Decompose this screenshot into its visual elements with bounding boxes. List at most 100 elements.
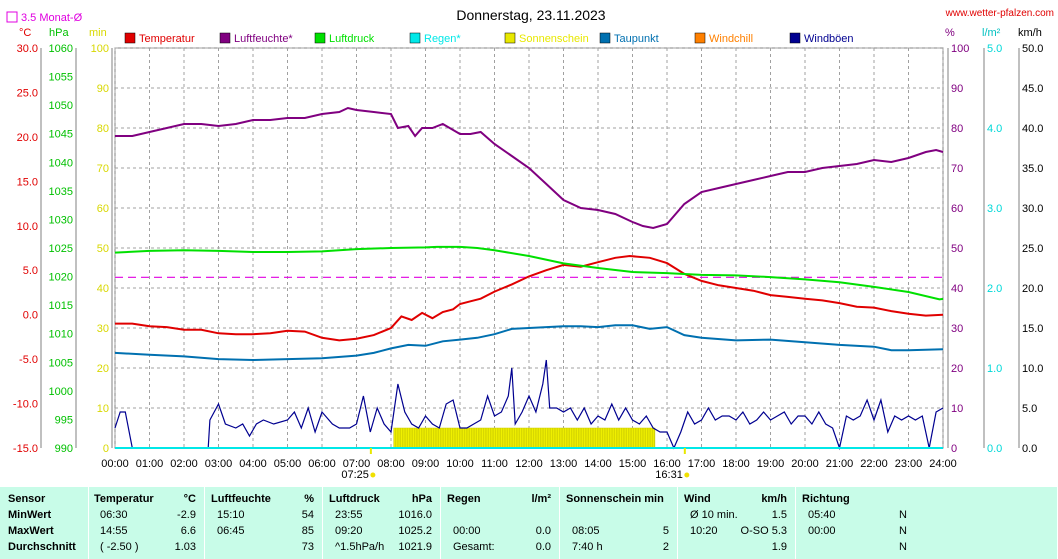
tick-label-sunshine: 60 [97, 203, 109, 215]
series-line-temperatur [115, 254, 944, 342]
tick-label-wind: 20.0 [1022, 283, 1043, 295]
legend-swatch [409, 32, 421, 44]
stats-row-label: Sensor [8, 493, 46, 505]
stats-value: 73 [301, 541, 314, 553]
grid [114, 47, 944, 449]
stats-time: 00:00 [808, 525, 836, 537]
tick-label-rain: 3.0 [987, 203, 1002, 215]
tick-label-wind: 45.0 [1022, 83, 1043, 95]
legend-swatch [694, 32, 706, 44]
stats-unit: l/m² [531, 493, 551, 505]
tick-label-sunshine: 70 [97, 163, 109, 175]
legend-label: Windchill [709, 33, 753, 45]
tick-label-humidity: 100 [951, 43, 969, 55]
x-tick-label: 02:00 [170, 458, 198, 470]
tick-label-humidity: 20 [951, 363, 963, 375]
unit-pressure: hPa [49, 27, 69, 39]
tick-label-pressure: 1055 [49, 72, 73, 84]
stats-time: ( -2.50 ) [100, 541, 139, 553]
stats-unit: % [304, 493, 314, 505]
tick-label-temperature: 25.0 [17, 87, 38, 99]
stats-value: 85 [301, 525, 314, 537]
stats-time: 10:20 [690, 525, 718, 537]
stats-col-richtung: Richtung 05:40 N 00:00 N N [796, 487, 1058, 559]
series-line-luftfeuchte [115, 106, 944, 230]
stats-time: 08:05 [572, 525, 600, 537]
tick-label-humidity: 40 [951, 283, 963, 295]
weather-chart: Donnerstag, 23.11.2023 www.wetter-pfalze… [6, 7, 1054, 481]
sunrise-icon [370, 472, 376, 478]
tick-label-wind: 10.0 [1022, 363, 1043, 375]
tick-label-temperature: 20.0 [17, 132, 38, 144]
sunset-label: 16:31 [655, 469, 683, 481]
stats-value: O-SO 5.3 [740, 525, 787, 537]
stats-time: 00:00 [453, 525, 481, 537]
x-tick-label: 17:00 [688, 458, 716, 470]
tick-label-temperature: 10.0 [17, 221, 38, 233]
chart-title: Donnerstag, 23.11.2023 [456, 7, 605, 23]
legend-label: Regen* [424, 33, 461, 45]
tick-label-temperature: 15.0 [17, 176, 38, 188]
tick-label-rain: 0.0 [987, 443, 1002, 455]
right-axes: 10090807060504030201005.04.03.02.01.00.0… [947, 43, 1043, 455]
stats-header: Wind [684, 493, 711, 505]
tick-label-humidity: 60 [951, 203, 963, 215]
stats-time: 23:55 [335, 509, 363, 521]
stats-row-labels: Sensor MinWert MaxWert Durchschnitt [0, 487, 89, 559]
left-axes: 30.0 25.0 20.0 15.0 10.0 5.0 0.0 -5.0 -10.0 -15.0… [13, 43, 113, 455]
site-link[interactable]: www.wetter-pfalzen.com [945, 8, 1054, 19]
stats-table: Sensor MinWert MaxWert Durchschnitt Temperat… [0, 487, 1058, 559]
tick-label-sunshine: 30 [97, 323, 109, 335]
stats-header: Sonnenschein min [566, 493, 664, 505]
stats-value: N [899, 509, 907, 521]
stats-col-regen: Regen l/m² 00:00 0.0 Gesamt: 0.0 [441, 487, 560, 559]
stats-value: N [899, 541, 907, 553]
stats-header: Luftfeuchte [211, 493, 271, 505]
x-tick-label: 00:00 [101, 458, 129, 470]
x-tick-label: 18:00 [722, 458, 750, 470]
sunset-icon [684, 472, 690, 478]
stats-header: Richtung [802, 493, 850, 505]
x-tick-label: 24:00 [929, 458, 957, 470]
legend-label: Sonnenschein [519, 33, 589, 45]
tick-label-rain: 2.0 [987, 283, 1002, 295]
avg-legend-box [6, 11, 18, 23]
tick-label-humidity: 30 [951, 323, 963, 335]
stats-value: -2.9 [177, 509, 196, 521]
tick-label-wind: 35.0 [1022, 163, 1043, 175]
x-tick-label: 23:00 [895, 458, 923, 470]
stats-col-luftdruck: Luftdruck hPa 23:55 1016.0 09:20 1025.2 ^1.5hP… [323, 487, 441, 559]
x-tick-label: 15:00 [619, 458, 647, 470]
tick-label-humidity: 70 [951, 163, 963, 175]
tick-label-wind: 25.0 [1022, 243, 1043, 255]
stats-row-label: MaxWert [8, 525, 54, 537]
tick-label-sunshine: 0 [103, 443, 109, 455]
legend-label: Windböen [804, 33, 854, 45]
tick-label-pressure: 1010 [49, 329, 73, 341]
tick-label-humidity: 10 [951, 403, 963, 415]
stats-value: 54 [301, 509, 314, 521]
plot-area [114, 106, 944, 451]
tick-label-pressure: 1035 [49, 186, 73, 198]
tick-label-pressure: 1030 [49, 214, 73, 226]
legend-label: Luftdruck [329, 33, 375, 45]
stats-time: 06:30 [100, 509, 128, 521]
stats-value: 0.0 [535, 541, 551, 553]
x-tick-label: 06:00 [308, 458, 336, 470]
stats-col-sonnenschein: Sonnenschein min 08:05 5 7:40 h 2 [560, 487, 678, 559]
series-line-taupunkt [114, 324, 944, 362]
x-tick-label: 13:00 [550, 458, 578, 470]
legend-label: Luftfeuchte* [234, 33, 293, 45]
stats-value: N [899, 525, 907, 537]
stats-unit: hPa [411, 493, 432, 505]
x-tick-label: 07:00 [343, 458, 371, 470]
tick-label-sunshine: 20 [97, 363, 109, 375]
sunshine-bar [393, 427, 656, 449]
x-tick-label: 21:00 [826, 458, 854, 470]
tick-label-sunshine: 10 [97, 403, 109, 415]
legend-swatch [314, 32, 326, 44]
tick-label-pressure: 1040 [49, 157, 73, 169]
stats-value: 1025.2 [398, 525, 432, 537]
stats-time: 06:45 [217, 525, 245, 537]
tick-label-pressure: 1060 [49, 43, 73, 55]
